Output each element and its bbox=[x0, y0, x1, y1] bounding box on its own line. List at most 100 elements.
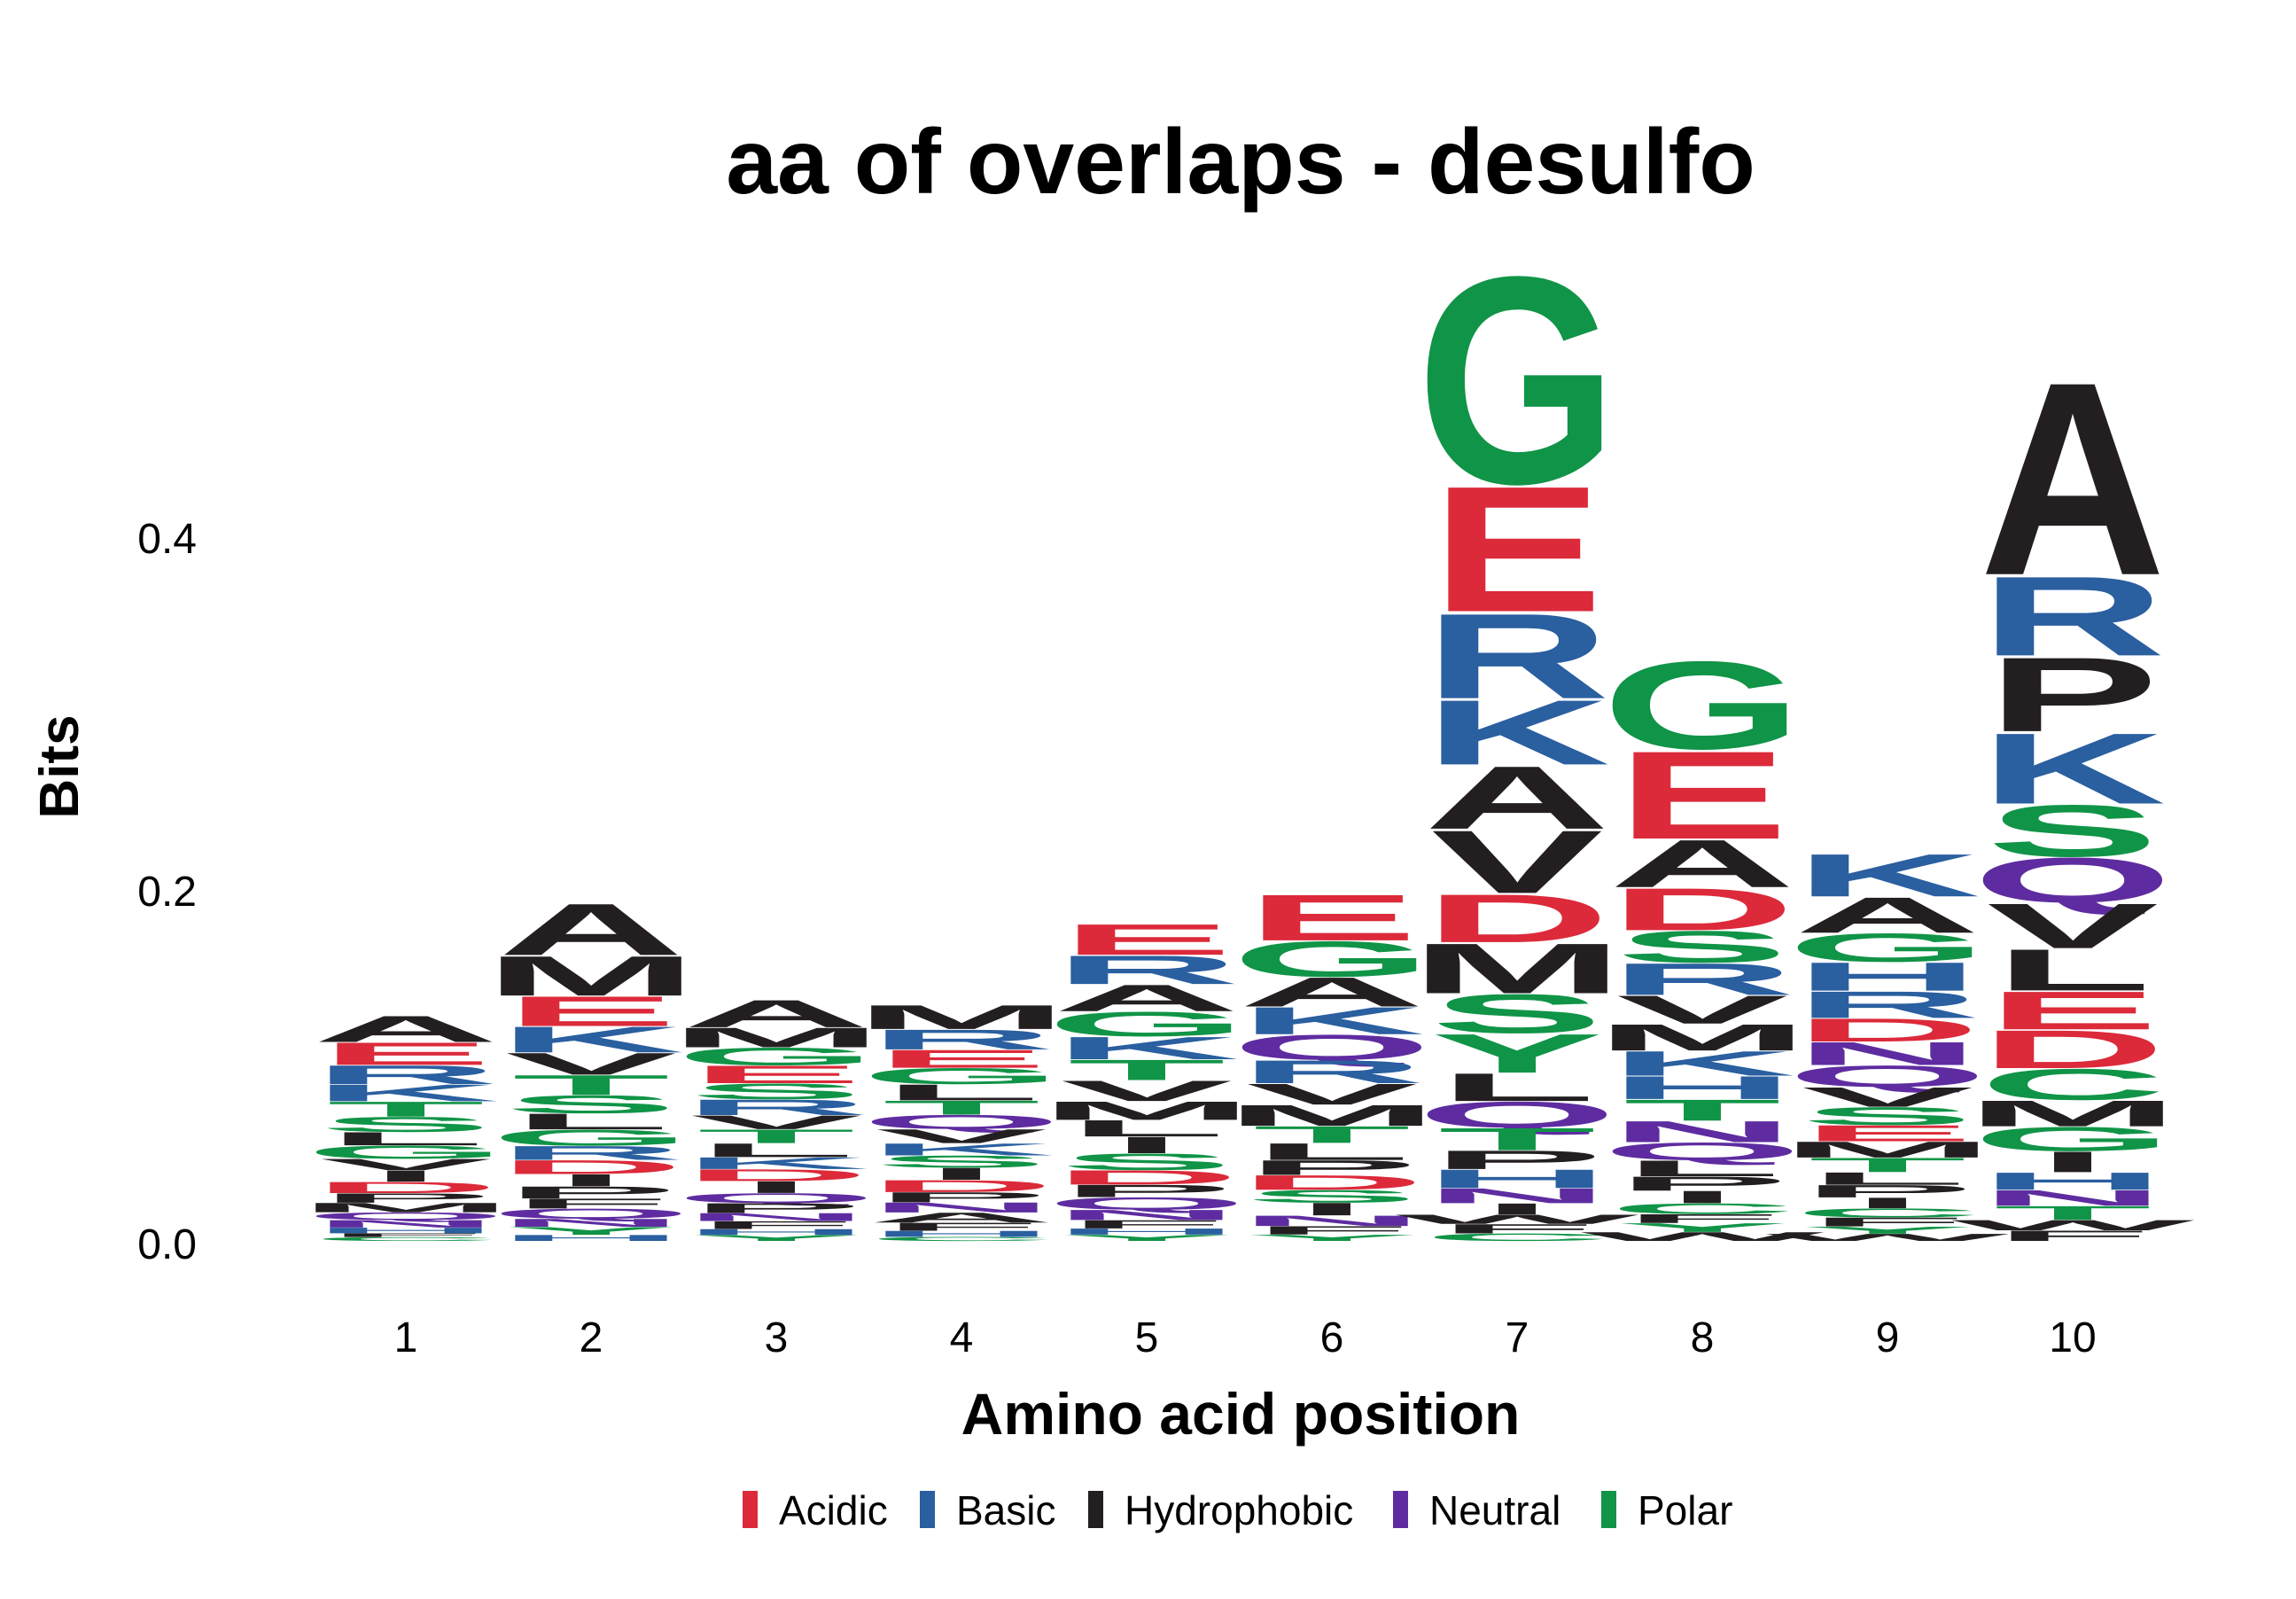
y-axis-label: Bits bbox=[29, 714, 90, 818]
logo-letter-a: A bbox=[1794, 887, 1981, 944]
logo-letter-d: D bbox=[1980, 1019, 2166, 1080]
logo-letter-a: A bbox=[868, 1210, 1055, 1226]
legend-label: Neutral bbox=[1429, 1487, 1561, 1533]
logo-letter-d: D bbox=[313, 1179, 499, 1197]
logo-letter-p: P bbox=[1246, 1156, 1418, 1179]
logo-letter-h: H bbox=[313, 1226, 499, 1235]
logo-letter-f: F bbox=[1994, 1228, 2152, 1244]
logo-letter-v: V bbox=[690, 1112, 862, 1134]
logo-letter-q: Q bbox=[491, 1205, 691, 1221]
logo-letter-r: R bbox=[1054, 948, 1240, 994]
logo-letter-s: S bbox=[1802, 1102, 1973, 1130]
logo-letter-q: Q bbox=[861, 1111, 1062, 1133]
y-axis-ticks: 0.0 0.2 0.4 bbox=[137, 516, 197, 1268]
legend-label: Acidic bbox=[779, 1487, 888, 1533]
logo-letter-q: Q bbox=[676, 1190, 876, 1206]
logo-letter-t: T bbox=[512, 1069, 670, 1101]
logo-letter-d: D bbox=[498, 1156, 684, 1178]
logo-letter-k: K bbox=[1980, 712, 2166, 824]
logo-letter-g: G bbox=[1787, 925, 1988, 971]
logo-letter-s: S bbox=[1616, 922, 1788, 972]
logo-letter-f: F bbox=[1068, 1218, 1226, 1231]
logo-letter-s: S bbox=[690, 1079, 862, 1104]
logo-letter-r: R bbox=[1609, 954, 1795, 1004]
logo-letter-g: G bbox=[306, 1142, 506, 1163]
logo-letter-r: R bbox=[498, 1142, 684, 1164]
logo-letter-a: A bbox=[313, 1009, 499, 1050]
logo-letter-c: C bbox=[1609, 1200, 1795, 1217]
legend-item-polar: Polar bbox=[1601, 1487, 1732, 1533]
logo-letter-l: L bbox=[1809, 1168, 1966, 1188]
logo-letter-s: S bbox=[1061, 1149, 1233, 1174]
logo-letter-f: F bbox=[327, 1232, 485, 1238]
logo-letter-v: V bbox=[320, 1156, 492, 1174]
x-tick-label: 5 bbox=[1135, 1314, 1159, 1361]
logo-stacks: AERKTSLGVIDPMQNHFCAMEKVTSLGRDIPFQNYHAMGE… bbox=[299, 215, 2195, 1244]
logo-letter-r: R bbox=[1424, 589, 1610, 724]
logo-letter-n: N bbox=[1239, 1213, 1425, 1229]
logo-letter-f: F bbox=[697, 1219, 855, 1231]
legend-swatch bbox=[1393, 1491, 1408, 1528]
logo-letter-g: G bbox=[676, 1042, 876, 1071]
logo-letter-t: T bbox=[327, 1097, 485, 1121]
logo-letter-t: T bbox=[1994, 1202, 2152, 1224]
logo-letter-h: H bbox=[1424, 1164, 1610, 1193]
logo-letter-d: D bbox=[1054, 1166, 1240, 1190]
logo-letter-h: H bbox=[683, 1228, 869, 1237]
logo-letter-a: A bbox=[1054, 977, 1240, 1019]
logo-letter-a: A bbox=[683, 992, 869, 1035]
logo-letter-y: Y bbox=[690, 1233, 862, 1243]
logo-letter-s: S bbox=[320, 1112, 492, 1136]
logo-letter-e: E bbox=[1802, 1120, 1973, 1146]
logo-letter-k: K bbox=[313, 1080, 499, 1106]
logo-letter-q: Q bbox=[1973, 845, 2173, 916]
logo-letter-r: R bbox=[683, 1095, 869, 1119]
logo-letter-d: D bbox=[1239, 1171, 1425, 1194]
logo-letter-n: N bbox=[1054, 1207, 1240, 1223]
logo-letter-y: Y bbox=[1246, 1233, 1418, 1243]
logo-letter-k: K bbox=[1054, 1030, 1240, 1065]
x-tick-label: 10 bbox=[2049, 1314, 2096, 1361]
logo-letter-q: Q bbox=[1787, 1059, 1988, 1093]
logo-letter-m: M bbox=[854, 998, 1070, 1036]
logo-letter-m: M bbox=[484, 944, 699, 1008]
logo-letter-i: I bbox=[556, 1171, 627, 1190]
chart-title: aa of overlaps - desulfo bbox=[726, 111, 1755, 214]
logo-letter-r: R bbox=[1794, 984, 1981, 1026]
logo-letter-q: Q bbox=[1602, 1137, 1802, 1166]
logo-letter-v: V bbox=[505, 1047, 677, 1081]
logo-letter-h: H bbox=[498, 1233, 684, 1243]
logo-letter-c: C bbox=[1794, 1205, 1981, 1220]
logo-letter-w: W bbox=[1396, 1212, 1639, 1227]
logo-letter-k: K bbox=[868, 1140, 1055, 1159]
logo-letter-c: C bbox=[868, 1236, 1055, 1242]
logo-letter-c: C bbox=[313, 1236, 499, 1243]
logo-letter-f: F bbox=[512, 1196, 670, 1212]
logo-letter-l: L bbox=[327, 1128, 485, 1150]
x-tick-label: 6 bbox=[1320, 1314, 1344, 1361]
x-tick-label: 1 bbox=[394, 1314, 418, 1361]
legend-swatch bbox=[920, 1491, 935, 1528]
logo-letter-l: L bbox=[1068, 1115, 1226, 1141]
logo-letter-l: L bbox=[1253, 1138, 1411, 1165]
x-tick-label: 8 bbox=[1691, 1314, 1715, 1361]
x-tick-label: 7 bbox=[1506, 1314, 1529, 1361]
logo-letter-y: Y bbox=[1431, 1022, 1603, 1084]
logo-letter-t: T bbox=[697, 1126, 855, 1148]
logo-letter-m: M bbox=[1780, 1137, 1996, 1163]
logo-letter-y: Y bbox=[1061, 1233, 1233, 1243]
logo-letter-t: T bbox=[883, 1096, 1040, 1119]
logo-letter-a: A bbox=[1980, 324, 2166, 633]
logo-letter-i: I bbox=[2037, 1145, 2109, 1178]
logo-letter-w: W bbox=[1766, 1232, 2011, 1244]
logo-letter-n: N bbox=[868, 1199, 1055, 1215]
logo-letter-i: I bbox=[926, 1165, 998, 1184]
logo-letter-f: F bbox=[1809, 1215, 1966, 1229]
logo-letter-t: T bbox=[1068, 1054, 1226, 1087]
logo-letter-v: V bbox=[1431, 812, 1603, 912]
logo-letter-i: I bbox=[1111, 1132, 1183, 1158]
logo-letter-l: L bbox=[512, 1109, 670, 1135]
logo-letter-w: W bbox=[1951, 1217, 2195, 1234]
